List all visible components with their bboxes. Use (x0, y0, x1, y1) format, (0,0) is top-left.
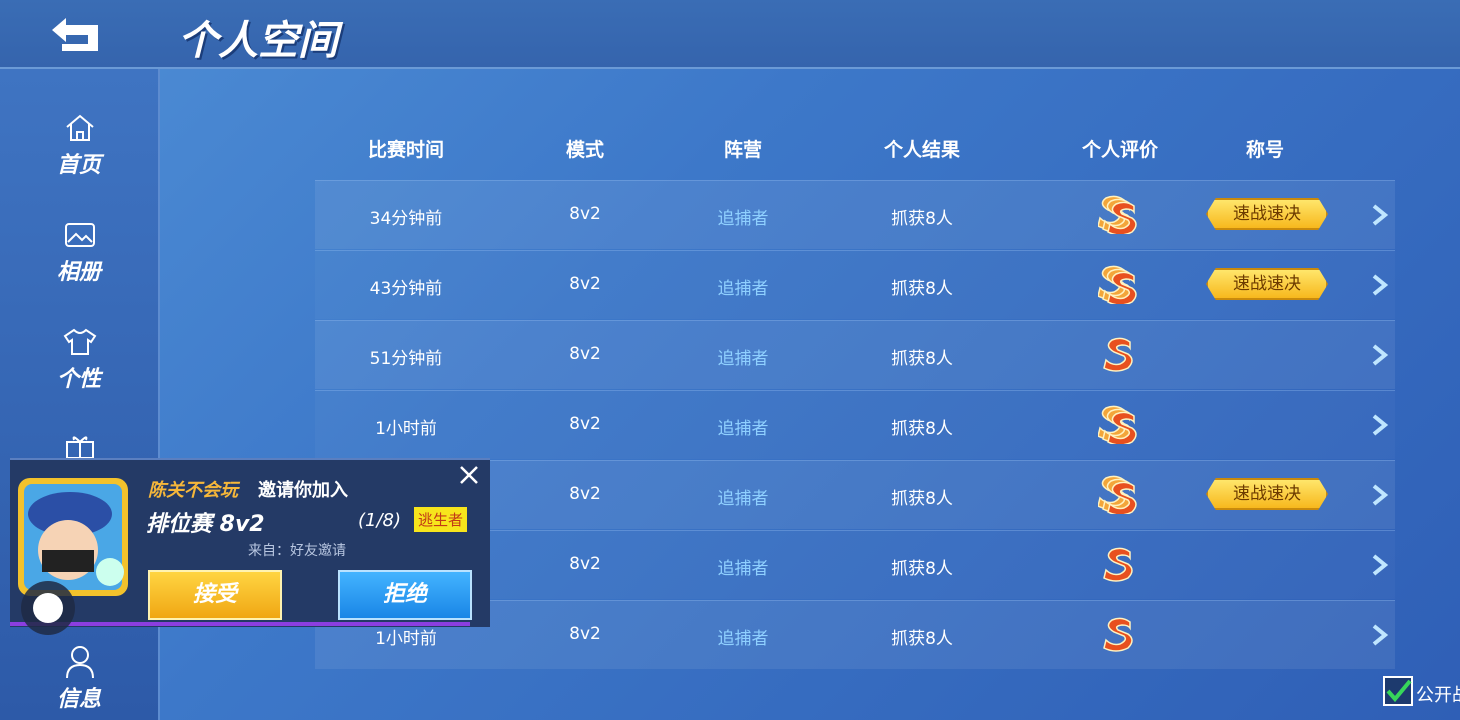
home-icon (66, 114, 94, 141)
cell: 抓获8人 (891, 629, 953, 649)
rating-icon (1098, 265, 1137, 304)
cell: 8v2 (569, 274, 601, 294)
invite-popup: 陈关不会玩 邀请你加入 排位赛 8v2 (1/8) 逃生者 来自：好友邀请 接受… (10, 458, 490, 627)
cell: 追捕者 (717, 489, 769, 509)
title-badge: 速战速决 (1206, 198, 1328, 230)
match-row[interactable] (315, 390, 1395, 459)
popup-bar (10, 622, 470, 626)
gift-icon (66, 436, 94, 459)
cell: 追捕者 (717, 279, 769, 299)
cell: 追捕者 (717, 419, 769, 439)
column-header: 个人结果 (883, 139, 960, 161)
style-icon (63, 328, 97, 355)
row-arrow[interactable] (1371, 484, 1389, 506)
cell: 8v2 (569, 204, 601, 224)
cell: 抓获8人 (891, 559, 953, 579)
match-row[interactable] (315, 320, 1395, 389)
nav-message[interactable]: 信息 (56, 687, 101, 712)
cell: 51分钟前 (369, 349, 443, 369)
header-bar (0, 0, 1460, 69)
match-row[interactable] (315, 530, 1395, 599)
accept-button[interactable]: 接受 (148, 570, 282, 620)
reject-button[interactable]: 拒绝 (338, 570, 472, 620)
match-row[interactable] (315, 600, 1395, 669)
row-arrow[interactable] (1371, 554, 1389, 576)
rating-icon (1098, 475, 1137, 514)
rating-icon (1103, 337, 1133, 372)
cell: 34分钟前 (369, 209, 443, 229)
match-row[interactable] (315, 250, 1395, 319)
public-checkbox[interactable] (1382, 675, 1414, 707)
title-badge: 速战速决 (1206, 478, 1328, 510)
column-header: 称号 (1245, 139, 1284, 161)
column-header: 比赛时间 (367, 139, 444, 161)
role-tag: 逃生者 (414, 507, 468, 532)
cell: 追捕者 (717, 209, 769, 229)
rating-icon (1098, 195, 1137, 234)
public-label: 公开战绩 (1416, 685, 1460, 706)
cell: 抓获8人 (891, 279, 953, 299)
close-button[interactable] (458, 464, 480, 486)
cell: 8v2 (569, 414, 601, 434)
floating-button[interactable] (20, 580, 76, 636)
album-icon (65, 223, 95, 247)
row-arrow[interactable] (1371, 344, 1389, 366)
back-button[interactable] (48, 14, 104, 54)
row-arrow[interactable] (1371, 624, 1389, 646)
cell: 抓获8人 (891, 349, 953, 369)
invite-source: 来自：好友邀请 (248, 543, 346, 559)
column-header: 阵营 (723, 139, 762, 161)
cell: 抓获8人 (891, 489, 953, 509)
nav-album[interactable]: 相册 (56, 260, 101, 285)
cell: 8v2 (569, 344, 601, 364)
cell: 43分钟前 (369, 279, 443, 299)
cell: 8v2 (569, 624, 601, 644)
column-header: 个人评价 (1081, 139, 1158, 161)
rating-icon (1103, 547, 1133, 582)
rating-icon (1098, 405, 1137, 444)
title-badge: 速战速决 (1206, 268, 1328, 300)
column-header: 模式 (565, 139, 604, 161)
cell: 抓获8人 (891, 209, 953, 229)
page-title: 个人空间 (178, 18, 338, 64)
cell: 1小时前 (375, 419, 437, 439)
invite-count: (1/8) (358, 510, 402, 531)
inviter-name: 陈关不会玩 (148, 480, 238, 501)
cell: 1小时前 (375, 629, 437, 649)
cell: 追捕者 (717, 629, 769, 649)
nav-style[interactable]: 个性 (56, 367, 101, 392)
message-icon (66, 646, 94, 679)
inviter-avatar (18, 478, 128, 596)
cell: 8v2 (569, 484, 601, 504)
row-arrow[interactable] (1371, 274, 1389, 296)
rating-icon (1103, 617, 1133, 652)
invite-mode: 排位赛 8v2 (146, 512, 265, 537)
cell: 追捕者 (717, 559, 769, 579)
cell: 追捕者 (717, 349, 769, 369)
nav-home[interactable]: 首页 (56, 153, 101, 178)
cell: 8v2 (569, 554, 601, 574)
row-arrow[interactable] (1371, 414, 1389, 436)
cell: 抓获8人 (891, 419, 953, 439)
invite-message: 邀请你加入 (258, 480, 348, 501)
row-arrow[interactable] (1371, 204, 1389, 226)
